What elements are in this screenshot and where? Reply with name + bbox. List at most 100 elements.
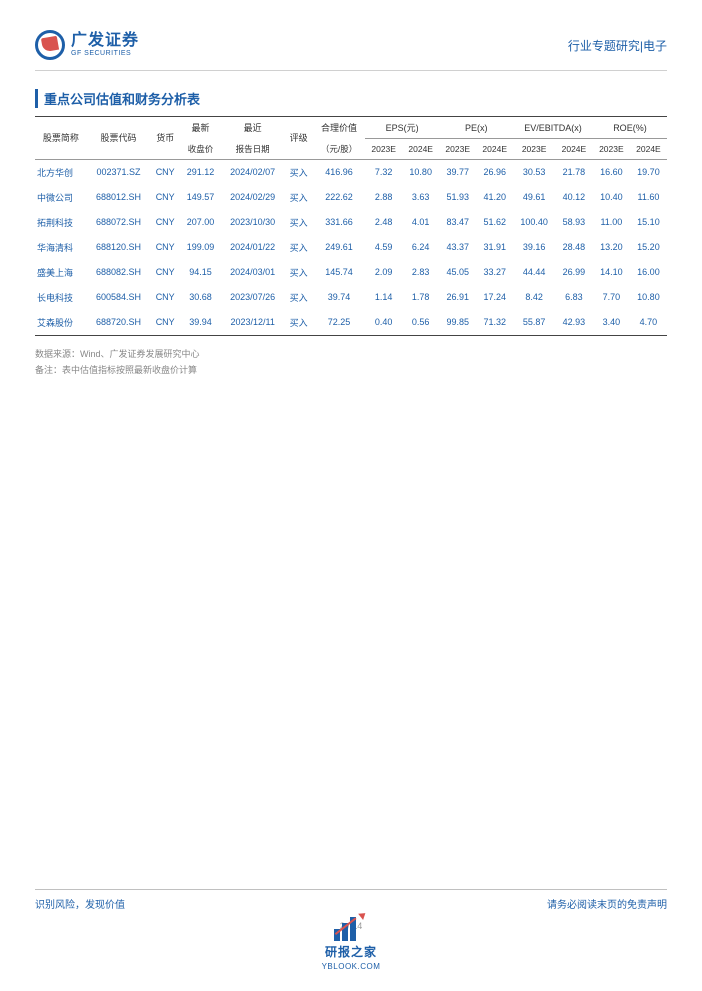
col-currency: 货币 — [150, 117, 180, 160]
cell-eps24: 10.80 — [402, 159, 439, 185]
cell-fair: 331.66 — [313, 210, 365, 235]
cell-roe23: 16.60 — [593, 159, 630, 185]
watermark: 研报之家 YBLOOK.COM — [0, 913, 702, 971]
logo-en: GF SECURITIES — [71, 50, 139, 57]
table-row: 拓荆科技688072.SHCNY207.002023/10/30买入331.66… — [35, 210, 667, 235]
cell-ev24: 42.93 — [555, 310, 593, 336]
col-roe: ROE(%) — [593, 117, 667, 139]
watermark-url: YBLOOK.COM — [322, 962, 381, 971]
cell-roe24: 4.70 — [630, 310, 667, 336]
cell-roe23: 14.10 — [593, 260, 630, 285]
cell-pe24: 26.96 — [476, 159, 513, 185]
col-ev-23: 2023E — [513, 139, 555, 160]
cell-date: 2024/01/22 — [221, 235, 285, 260]
footer-right: 请务必阅读末页的免责声明 — [547, 896, 667, 911]
cell-code: 600584.SH — [87, 285, 151, 310]
note-source: 数据来源：Wind、广发证券发展研究中心 — [35, 346, 667, 362]
cell-ccy: CNY — [150, 235, 180, 260]
col-eps: EPS(元) — [365, 117, 439, 139]
cell-pe23: 26.91 — [439, 285, 476, 310]
cell-rating: 买入 — [284, 285, 313, 310]
cell-pe23: 43.37 — [439, 235, 476, 260]
cell-ccy: CNY — [150, 159, 180, 185]
cell-code: 688072.SH — [87, 210, 151, 235]
col-date-sub: 报告日期 — [221, 139, 285, 160]
col-name: 股票简称 — [35, 117, 87, 160]
cell-date: 2023/12/11 — [221, 310, 285, 336]
cell-rating: 买入 — [284, 260, 313, 285]
col-ev: EV/EBITDA(x) — [513, 117, 593, 139]
cell-roe24: 11.60 — [630, 185, 667, 210]
logo-cn: 广发证券 — [71, 33, 139, 50]
col-close-sub: 收盘价 — [180, 139, 221, 160]
cell-ev24: 6.83 — [555, 285, 593, 310]
cell-ev24: 26.99 — [555, 260, 593, 285]
table-row: 北方华创002371.SZCNY291.122024/02/07买入416.96… — [35, 159, 667, 185]
cell-ev23: 39.16 — [513, 235, 555, 260]
col-fair-sub: （元/股） — [313, 139, 365, 160]
cell-code: 688082.SH — [87, 260, 151, 285]
cell-close: 94.15 — [180, 260, 221, 285]
col-eps-24: 2024E — [402, 139, 439, 160]
cell-roe24: 16.00 — [630, 260, 667, 285]
cell-pe24: 41.20 — [476, 185, 513, 210]
cell-eps24: 2.83 — [402, 260, 439, 285]
cell-ev23: 49.61 — [513, 185, 555, 210]
watermark-text: 研报之家 — [325, 943, 377, 960]
cell-pe23: 83.47 — [439, 210, 476, 235]
col-pe-24: 2024E — [476, 139, 513, 160]
cell-close: 291.12 — [180, 159, 221, 185]
cell-close: 207.00 — [180, 210, 221, 235]
cell-fair: 249.61 — [313, 235, 365, 260]
cell-pe24: 51.62 — [476, 210, 513, 235]
watermark-icon — [334, 913, 368, 941]
col-pe-23: 2023E — [439, 139, 476, 160]
cell-pe23: 99.85 — [439, 310, 476, 336]
page-header: 广发证券 GF SECURITIES 行业专题研究|电子 — [35, 30, 667, 71]
cell-roe23: 13.20 — [593, 235, 630, 260]
cell-roe23: 3.40 — [593, 310, 630, 336]
valuation-table: 股票简称 股票代码 货币 最新 最近 评级 合理价值 EPS(元) PE(x) … — [35, 116, 667, 336]
col-rating: 评级 — [284, 117, 313, 160]
cell-eps23: 4.59 — [365, 235, 402, 260]
cell-ev24: 21.78 — [555, 159, 593, 185]
cell-eps23: 2.48 — [365, 210, 402, 235]
cell-name: 拓荆科技 — [35, 210, 87, 235]
cell-rating: 买入 — [284, 185, 313, 210]
cell-ev23: 8.42 — [513, 285, 555, 310]
cell-roe23: 7.70 — [593, 285, 630, 310]
col-roe-23: 2023E — [593, 139, 630, 160]
cell-fair: 222.62 — [313, 185, 365, 210]
cell-pe24: 31.91 — [476, 235, 513, 260]
col-date-top: 最近 — [221, 117, 285, 139]
cell-roe24: 19.70 — [630, 159, 667, 185]
col-pe: PE(x) — [439, 117, 513, 139]
cell-roe23: 10.40 — [593, 185, 630, 210]
brand-logo: 广发证券 GF SECURITIES — [35, 30, 139, 60]
cell-close: 149.57 — [180, 185, 221, 210]
table-row: 中微公司688012.SHCNY149.572024/02/29买入222.62… — [35, 185, 667, 210]
table-row: 盛美上海688082.SHCNY94.152024/03/01买入145.742… — [35, 260, 667, 285]
cell-fair: 72.25 — [313, 310, 365, 336]
cell-eps23: 1.14 — [365, 285, 402, 310]
page-footer: 识别风险，发现价值 请务必阅读末页的免责声明 — [35, 889, 667, 911]
cell-close: 39.94 — [180, 310, 221, 336]
table-row: 艾森股份688720.SHCNY39.942023/12/11买入72.250.… — [35, 310, 667, 336]
cell-pe23: 51.93 — [439, 185, 476, 210]
col-eps-23: 2023E — [365, 139, 402, 160]
cell-code: 002371.SZ — [87, 159, 151, 185]
col-fair-top: 合理价值 — [313, 117, 365, 139]
cell-roe24: 10.80 — [630, 285, 667, 310]
cell-rating: 买入 — [284, 310, 313, 336]
cell-pe24: 17.24 — [476, 285, 513, 310]
cell-eps23: 0.40 — [365, 310, 402, 336]
cell-code: 688120.SH — [87, 235, 151, 260]
cell-name: 盛美上海 — [35, 260, 87, 285]
col-roe-24: 2024E — [630, 139, 667, 160]
cell-ev23: 30.53 — [513, 159, 555, 185]
cell-ev23: 55.87 — [513, 310, 555, 336]
cell-fair: 39.74 — [313, 285, 365, 310]
cell-close: 30.68 — [180, 285, 221, 310]
cell-eps23: 2.88 — [365, 185, 402, 210]
footer-left: 识别风险，发现价值 — [35, 896, 125, 911]
